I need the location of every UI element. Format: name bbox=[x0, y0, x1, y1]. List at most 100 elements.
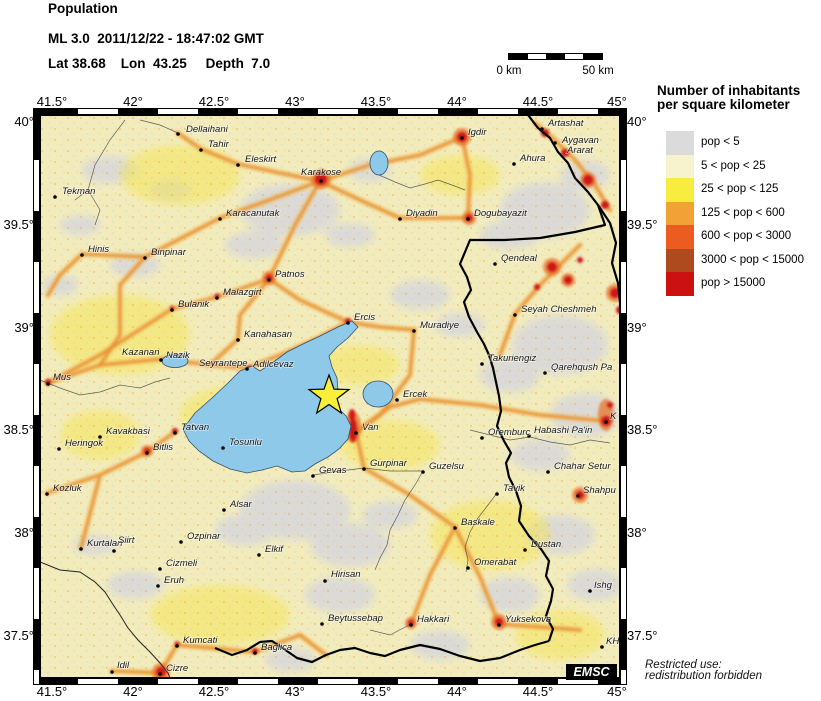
city-label: Bulanik bbox=[178, 299, 210, 310]
city-dot bbox=[175, 644, 179, 648]
city-dot bbox=[466, 217, 470, 221]
event-magnitude-time: ML 3.0 2011/12/22 - 18:47:02 GMT bbox=[48, 31, 264, 46]
lon-tick-label: 43.5° bbox=[360, 94, 392, 109]
city-label: Hakkari bbox=[417, 614, 450, 625]
city-dot bbox=[466, 566, 470, 570]
city-dot bbox=[320, 622, 324, 626]
city-dot bbox=[179, 540, 183, 544]
city-labels: Dellaihani Tahir Eleskirt Karakose Tekman Kar… bbox=[52, 117, 620, 675]
city-label: Qendeal bbox=[501, 253, 538, 264]
city-dot bbox=[453, 526, 457, 530]
city-dot bbox=[540, 127, 544, 131]
city-label: Kavakbasi bbox=[106, 426, 151, 437]
city-label: Malazgirt bbox=[223, 287, 262, 298]
lon-tick-label: 42.5° bbox=[198, 684, 230, 699]
border-syria bbox=[40, 561, 171, 678]
city-dot bbox=[80, 253, 84, 257]
legend-swatch bbox=[666, 272, 694, 296]
lon-tick-label: 45° bbox=[607, 94, 627, 109]
lon-tick-label: 44° bbox=[447, 94, 467, 109]
city-label: Hinis bbox=[88, 244, 109, 255]
city-label: Habashi Pa'in bbox=[534, 425, 592, 436]
city-dot bbox=[497, 623, 501, 627]
city-label: Eruh bbox=[164, 575, 184, 586]
city-label: Nazik bbox=[166, 350, 191, 361]
city-dot bbox=[46, 382, 50, 386]
city-label: Kozluk bbox=[53, 483, 83, 494]
city-label: Cizmeli bbox=[166, 558, 198, 569]
city-label: Van bbox=[362, 422, 379, 433]
city-dot bbox=[176, 132, 180, 136]
city-label: Ercek bbox=[403, 389, 429, 400]
city-label: Eleskirt bbox=[245, 154, 277, 165]
legend-swatch bbox=[666, 154, 694, 178]
lat-tick-label: 40° bbox=[14, 114, 34, 129]
lat-tick-label: 37.5° bbox=[3, 628, 34, 643]
city-label: Beytussebap bbox=[328, 613, 383, 624]
city-dot bbox=[173, 431, 177, 435]
lakes bbox=[161, 150, 394, 474]
city-label: Dellaihani bbox=[186, 124, 229, 135]
city-dot bbox=[79, 547, 83, 551]
city-label: Elkif bbox=[265, 544, 284, 555]
city-dot bbox=[600, 645, 604, 649]
scale-segment bbox=[583, 54, 602, 59]
lon-tick-label: 42° bbox=[123, 94, 143, 109]
legend-entry-label: 3000 < pop < 15000 bbox=[701, 253, 804, 266]
city-label: Ozpinar bbox=[187, 531, 221, 542]
city-dot bbox=[110, 670, 114, 674]
legend-title-line1: Number of inhabitants bbox=[657, 83, 801, 98]
legend-entry-label: 5 < pop < 25 bbox=[701, 159, 766, 172]
legend-entry-label: 600 < pop < 3000 bbox=[701, 230, 792, 242]
lake-ercek bbox=[362, 380, 394, 408]
city-label: Cizre bbox=[166, 663, 188, 674]
city-label: Tosunlu bbox=[229, 437, 263, 448]
scale-segment bbox=[509, 54, 528, 59]
city-dot bbox=[158, 672, 162, 676]
city-label: Tekman bbox=[62, 186, 95, 197]
city-dot bbox=[98, 435, 102, 439]
city-label: Baglica bbox=[261, 642, 292, 653]
map-frame-right bbox=[620, 108, 627, 685]
lon-tick-label: 41.5° bbox=[36, 684, 68, 699]
legend-entry-label: 125 < pop < 600 bbox=[701, 206, 785, 219]
city-dot bbox=[395, 398, 399, 402]
legend-swatch bbox=[666, 225, 694, 249]
city-label: Tavik bbox=[503, 483, 526, 494]
city-label: Artashat bbox=[547, 118, 584, 129]
city-dot bbox=[346, 321, 350, 325]
scale-bar bbox=[508, 53, 603, 60]
epicenter-star bbox=[307, 373, 351, 415]
city-label: Karakose bbox=[301, 167, 341, 178]
city-label: Ahura bbox=[519, 153, 545, 164]
city-dot bbox=[480, 362, 484, 366]
city-label: Takuriengiz bbox=[488, 353, 536, 364]
city-label: Hirisan bbox=[331, 569, 361, 580]
city-dot bbox=[159, 358, 163, 362]
city-label: Seyrantepe bbox=[199, 358, 248, 369]
city-dot bbox=[523, 548, 527, 552]
city-dot bbox=[527, 434, 531, 438]
city-label: Seyah Cheshmeh bbox=[521, 304, 597, 315]
city-label: Adilcevaz bbox=[252, 359, 294, 370]
city-label: Karacanutak bbox=[226, 208, 281, 219]
lat-tick-label: 38.5° bbox=[3, 422, 34, 437]
city-dot bbox=[53, 195, 57, 199]
city-label: Qarehqush Pa bbox=[551, 362, 612, 373]
city-dot bbox=[156, 584, 160, 588]
city-label: Omerabat bbox=[474, 557, 517, 568]
city-dot bbox=[311, 474, 315, 478]
city-label: Binpinar bbox=[151, 247, 187, 258]
city-label: Ercis bbox=[354, 312, 375, 323]
city-label: Alsar bbox=[229, 499, 252, 510]
city-label: Tahir bbox=[208, 139, 230, 150]
lon-tick-label: 41.5° bbox=[36, 94, 68, 109]
city-dot bbox=[215, 296, 219, 300]
city-dot bbox=[412, 329, 416, 333]
city-dot bbox=[218, 217, 222, 221]
city-label: Dustan bbox=[531, 539, 561, 550]
legend-entry-label: pop > 15000 bbox=[701, 277, 766, 289]
city-label: Ararat bbox=[566, 145, 593, 156]
city-dot bbox=[57, 447, 61, 451]
lon-tick-label: 42.5° bbox=[198, 94, 230, 109]
